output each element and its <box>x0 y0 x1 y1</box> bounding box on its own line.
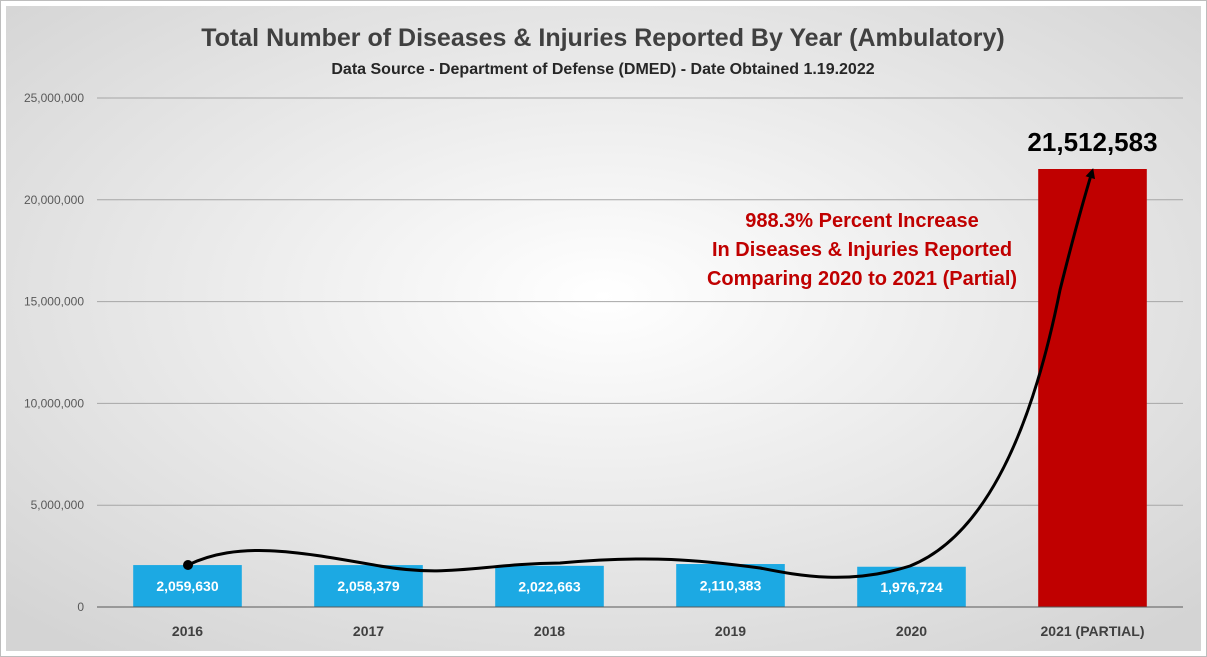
y-tick-label: 5,000,000 <box>31 498 85 512</box>
chart-subtitle: Data Source - Department of Defense (DME… <box>331 61 874 78</box>
chart-background <box>6 6 1201 651</box>
x-tick-label: 2018 <box>534 623 565 639</box>
x-tick-label: 2017 <box>353 623 384 639</box>
x-tick-label: 2020 <box>896 623 927 639</box>
increase-annotation: 988.3% Percent Increase In Diseases & In… <box>707 210 1017 290</box>
y-tick-label: 25,000,000 <box>24 91 84 105</box>
y-axis-ticks: 0 5,000,000 10,000,000 15,000,000 20,000,000… <box>24 91 84 614</box>
bar-2016 <box>133 565 242 607</box>
data-label-2017: 2,058,379 <box>337 578 399 594</box>
bar-2019 <box>676 564 785 607</box>
x-tick-label: 2016 <box>172 623 203 639</box>
annotation-line-3: Comparing 2020 to 2021 (Partial) <box>707 268 1017 290</box>
bar-2021 <box>1038 169 1147 607</box>
bar-2017 <box>314 565 423 607</box>
chart-title: Total Number of Diseases & Injuries Repo… <box>201 24 1004 52</box>
annotation-line-2: In Diseases & Injuries Reported <box>712 239 1012 261</box>
x-axis-ticks: 2016 2017 2018 2019 2020 2021 (PARTIAL) <box>172 623 1145 639</box>
y-tick-label: 0 <box>77 600 84 614</box>
y-tick-label: 10,000,000 <box>24 396 84 410</box>
trend-start-dot <box>183 560 193 570</box>
y-tick-label: 20,000,000 <box>24 193 84 207</box>
trend-arrow <box>187 168 1096 579</box>
annotation-line-1: 988.3% Percent Increase <box>745 210 979 232</box>
bars <box>133 169 1147 607</box>
x-tick-label: 2021 (PARTIAL) <box>1041 623 1145 639</box>
data-label-2019: 2,110,383 <box>700 578 762 594</box>
x-tick-label: 2019 <box>715 623 746 639</box>
bar-2018 <box>495 565 604 607</box>
gridlines <box>97 97 1183 506</box>
data-label-2018: 2,022,663 <box>518 578 580 594</box>
data-labels: 2,059,630 2,058,379 2,022,663 2,110,383 1,97… <box>156 127 1157 595</box>
data-label-2020: 1,976,724 <box>880 579 942 595</box>
y-tick-label: 15,000,000 <box>24 295 84 309</box>
data-label-2021: 21,512,583 <box>1027 127 1157 157</box>
data-label-2016: 2,059,630 <box>156 578 218 594</box>
